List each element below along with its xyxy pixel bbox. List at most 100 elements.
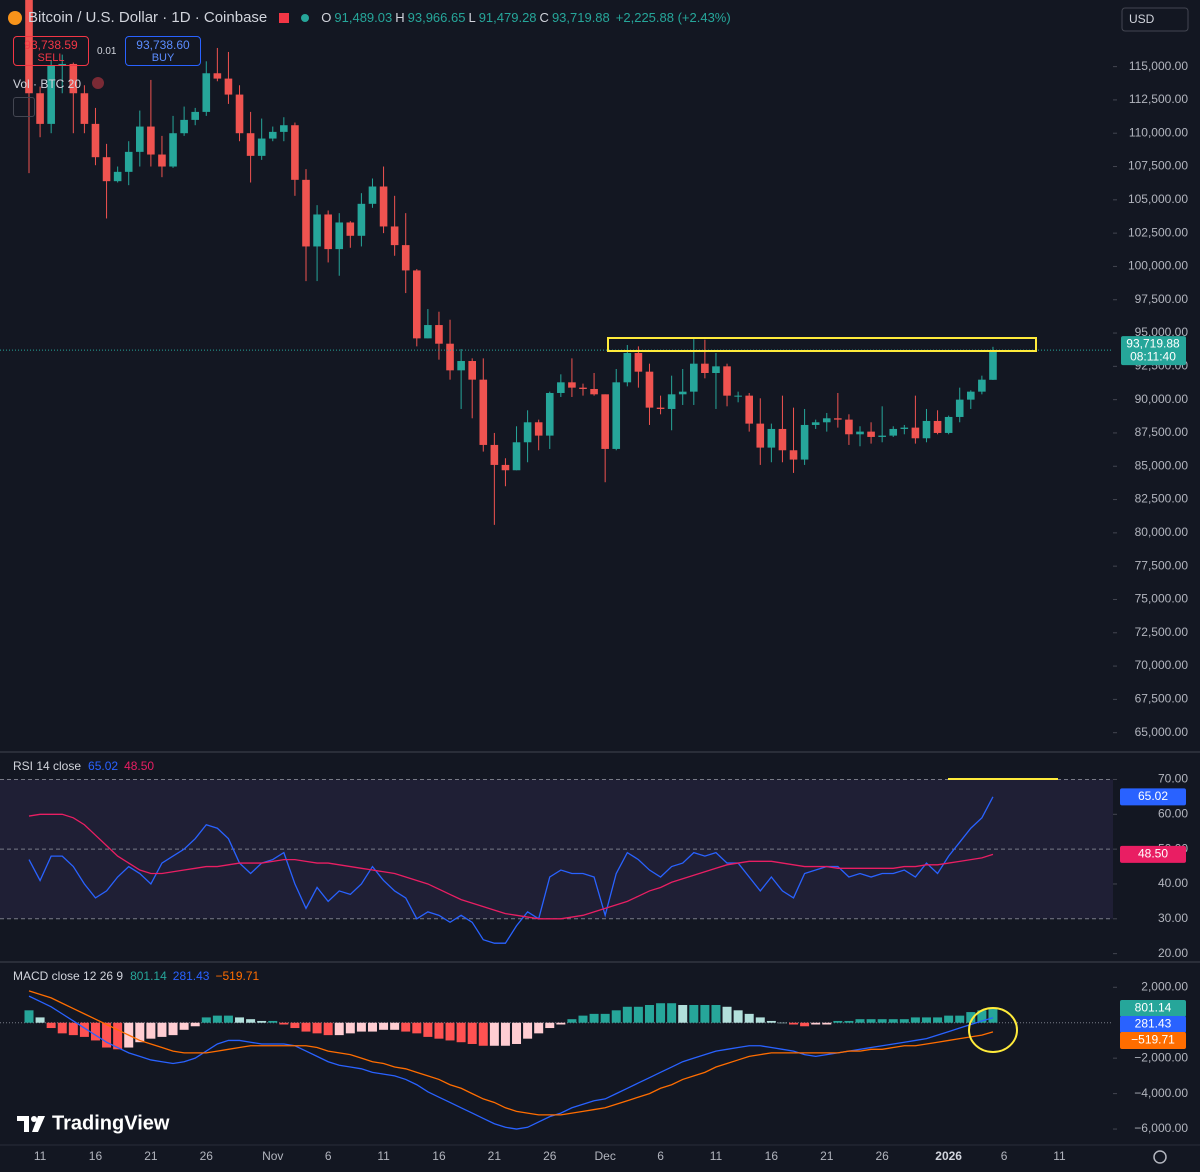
last-price-tag: [1121, 336, 1186, 366]
histogram-bar: [644, 1005, 654, 1023]
y-tick-label: 72,500.00: [1135, 625, 1189, 639]
candle-body: [922, 420, 931, 439]
sell-label[interactable]: SELL: [37, 52, 65, 64]
symbol-title[interactable]: Bitcoin / U.S. Dollar · 1D · Coinbase: [28, 9, 268, 26]
market-status[interactable]: [301, 13, 310, 22]
candle-body: [136, 126, 144, 152]
histogram-bar: [356, 1022, 366, 1032]
collapse-legend[interactable]: [13, 97, 35, 117]
histogram-bar: [489, 1022, 499, 1046]
candle-body: [933, 420, 942, 433]
drawn-circle[interactable]: [968, 1007, 1018, 1053]
x-tick-label: 26: [200, 1149, 214, 1163]
candle-body: [955, 399, 964, 417]
candle-body: [690, 363, 698, 392]
histogram-bar: [777, 1022, 787, 1024]
histogram-bar: [678, 1005, 688, 1023]
y-tick-label: 30.00: [1158, 911, 1188, 925]
histogram-bar: [955, 1015, 965, 1023]
drawn-rectangle[interactable]: [607, 337, 1037, 352]
histogram-bar: [556, 1022, 566, 1025]
histogram-bar: [589, 1013, 599, 1023]
buy-button[interactable]: 93,738.60 BUY: [125, 36, 201, 66]
candle-body: [124, 151, 133, 172]
indicator-tag: 281.43: [1135, 1017, 1172, 1031]
x-tick-label: 11: [34, 1149, 47, 1163]
y-tick-label: −6,000.00: [1134, 1121, 1188, 1135]
candle-body: [989, 350, 997, 380]
x-tick-label: 21: [488, 1149, 502, 1163]
candle-body: [36, 93, 44, 124]
y-tick-label: 77,500.00: [1135, 558, 1189, 572]
candle-body: [257, 138, 266, 156]
histogram-bar: [822, 1022, 832, 1025]
histogram-bar: [212, 1015, 222, 1023]
histogram-bar: [667, 1003, 677, 1023]
candle-body: [58, 63, 67, 66]
candle-body: [268, 131, 277, 139]
currency-label[interactable]: USD: [1129, 12, 1155, 26]
candle-body: [313, 214, 321, 247]
bar-countdown: 08:11:40: [1130, 349, 1176, 363]
buy-label[interactable]: BUY: [151, 52, 175, 64]
histogram-bar: [367, 1022, 377, 1032]
candle-body: [435, 325, 443, 344]
y-tick-label: 82,500.00: [1135, 492, 1189, 506]
buy-price[interactable]: 93,738.60: [136, 38, 190, 52]
candle-body: [811, 422, 820, 425]
histogram-bar: [899, 1019, 909, 1023]
ohlc-legend: O 91,489.03 H 93,966.65 L 91,479.28 C 93,719…: [321, 10, 730, 25]
y-tick-label: 105,000.00: [1128, 192, 1188, 206]
histogram-bar: [157, 1022, 167, 1037]
histogram-bar: [711, 1005, 721, 1023]
ohlc-value: 93,966.65: [407, 10, 466, 25]
candle-body: [113, 171, 122, 182]
candle-body: [978, 379, 986, 392]
histogram-bar: [201, 1017, 211, 1023]
candle-body: [645, 371, 654, 408]
indicator-line: [28, 796, 994, 944]
histogram-bar: [977, 1010, 987, 1023]
y-tick-label: 40.00: [1158, 876, 1188, 890]
candle-body: [169, 133, 177, 167]
histogram-bar: [523, 1022, 533, 1039]
candle-body: [246, 133, 255, 156]
candle-body: [457, 361, 465, 371]
indicator-tag: 65.02: [1138, 789, 1168, 803]
indicator-tag-bg: [1120, 1032, 1186, 1050]
volume-legend[interactable]: Vol · BTC 20: [13, 77, 82, 91]
sell-price[interactable]: 93,738.59: [24, 38, 78, 52]
x-tick-label: 6: [1001, 1149, 1008, 1163]
ohlc-value: 93,719.88: [551, 10, 610, 25]
candle-body: [678, 391, 687, 395]
rsi-pane: [0, 778, 1113, 944]
indicator-value: 65.02: [88, 759, 118, 773]
histogram-bar: [46, 1022, 56, 1029]
macd-pane: [0, 990, 1113, 1130]
x-tick-label: 26: [543, 1149, 557, 1163]
candle-body: [335, 222, 344, 250]
histogram-bar: [722, 1006, 732, 1023]
ohlc-label: O: [321, 10, 332, 25]
y-tick-label: 102,500.00: [1128, 225, 1188, 239]
candle-body: [778, 428, 787, 451]
x-tick-label: 2026: [935, 1149, 962, 1163]
spread: 0.01: [97, 46, 117, 57]
remove-indicator[interactable]: [92, 77, 104, 89]
candle-body: [568, 382, 576, 388]
currency-button[interactable]: [1121, 7, 1189, 32]
settings-button[interactable]: [1153, 1150, 1167, 1164]
histogram-bar: [102, 1022, 112, 1048]
histogram-bar: [90, 1022, 100, 1041]
sell-button[interactable]: 93,738.59 SELL: [13, 36, 89, 66]
x-tick-label: 11: [1053, 1149, 1066, 1163]
x-tick-label: 26: [875, 1149, 889, 1163]
candle-body: [712, 366, 720, 374]
histogram-bar: [744, 1013, 754, 1023]
histogram-bar: [877, 1019, 887, 1023]
candle-body: [545, 392, 554, 436]
ohlc-label: C: [539, 10, 549, 25]
histogram-bar: [611, 1010, 621, 1023]
y-tick-label: 87,500.00: [1135, 425, 1189, 439]
flag-icon[interactable]: [279, 12, 290, 23]
